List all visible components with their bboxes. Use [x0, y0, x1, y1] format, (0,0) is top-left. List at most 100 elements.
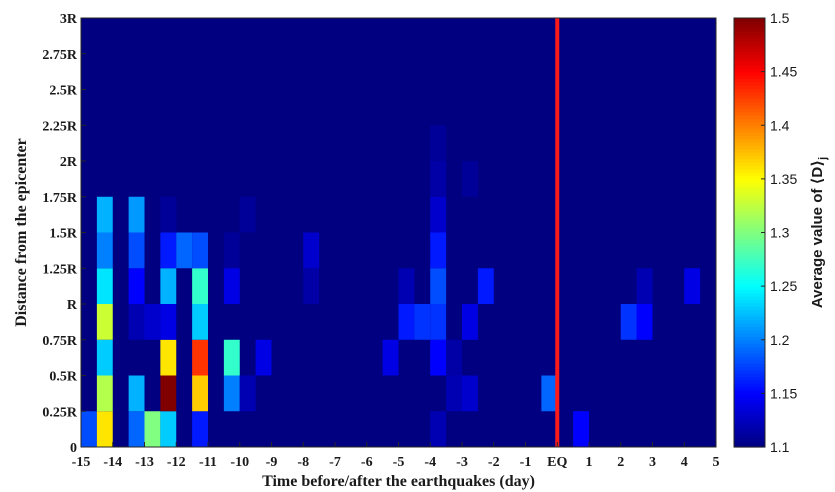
colorbar-step: [734, 98, 765, 103]
colorbar-tick-labels: 1.1 1.15 1.2 1.25 1.3 1.35 1.4 1.45 1.5: [770, 10, 797, 455]
colorbar-step: [734, 95, 765, 100]
colorbar-step: [734, 276, 765, 281]
colorbar-step: [734, 108, 765, 113]
heatmap-cell: [382, 339, 399, 376]
x-tick-label: -8: [297, 455, 309, 470]
colorbar-step: [734, 326, 765, 331]
heatmap-cell: [96, 196, 113, 233]
colorbar-step: [734, 369, 765, 374]
colorbar-step: [734, 61, 765, 66]
colorbar-step: [734, 262, 765, 267]
colorbar-step: [734, 272, 765, 277]
y-tick-labels: 0 0.25R 0.5R 0.75R R 1.25R 1.5R 1.75R 2R 2.25R 2.5…: [42, 12, 78, 456]
colorbar-step: [734, 242, 765, 247]
colorbar-step: [734, 329, 765, 334]
colorbar-step: [734, 121, 765, 126]
heatmap-cell: [160, 196, 177, 233]
colorbar-step: [734, 259, 765, 264]
heatmap-cell: [96, 339, 113, 376]
heatmap-cell: [573, 411, 589, 447]
colorbar-step: [734, 64, 765, 69]
colorbar-step: [734, 91, 765, 96]
x-tick-label: 2: [617, 455, 624, 470]
colorbar-step: [734, 286, 765, 291]
colorbar-step: [734, 115, 765, 120]
heatmap-cell: [128, 232, 145, 269]
colorbar-step: [734, 413, 765, 418]
x-tick-label: -6: [361, 455, 373, 470]
heatmap-cell: [430, 196, 447, 233]
colorbar-step: [734, 195, 765, 200]
colorbar-step: [734, 185, 765, 190]
colorbar-label-subscript: j: [817, 157, 829, 161]
colorbar-step: [734, 353, 765, 358]
colorbar-step: [734, 343, 765, 348]
y-tick-label: 0.75R: [42, 334, 78, 349]
x-tick-label: EQ: [547, 455, 567, 470]
colorbar-step: [734, 168, 765, 173]
x-tick-label: -11: [199, 455, 217, 470]
heatmap-cell: [414, 304, 431, 340]
heatmap-cell: [398, 304, 415, 340]
heatmap-cell: [192, 268, 208, 304]
y-tick-label: 2.5R: [49, 84, 78, 99]
heatmap-cell: [96, 304, 113, 340]
heatmap-cell: [255, 339, 272, 376]
y-tick-label: 3R: [60, 12, 78, 27]
heatmap-cell: [430, 304, 447, 340]
colorbar-step: [734, 336, 765, 341]
colorbar-step: [734, 443, 765, 448]
colorbar-tick-label: 1.4: [770, 117, 790, 133]
heatmap-cell: [446, 339, 462, 376]
colorbar-step: [734, 34, 765, 39]
colorbar-step: [734, 31, 765, 36]
x-tick-label: -3: [456, 455, 468, 470]
heatmap-cell: [223, 268, 240, 304]
heatmap-cell: [430, 125, 447, 161]
colorbar-step: [734, 78, 765, 83]
x-tick-label: -4: [424, 455, 436, 470]
colorbar-step: [734, 101, 765, 106]
heatmap-cell: [636, 268, 653, 304]
x-tick-label: 5: [713, 455, 720, 470]
heatmap-cell: [430, 411, 447, 447]
colorbar-step: [734, 71, 765, 76]
colorbar-step: [734, 406, 765, 411]
axes: [80, 17, 717, 448]
colorbar-step: [734, 202, 765, 207]
colorbar-step: [734, 118, 765, 123]
colorbar-step: [734, 135, 765, 140]
colorbar-tick-label: 1.35: [770, 171, 797, 187]
colorbar-step: [734, 333, 765, 337]
x-tick-label: 4: [681, 455, 688, 470]
colorbar-step: [734, 222, 765, 227]
heatmap-cell: [430, 339, 447, 376]
heatmap-cell: [223, 375, 240, 412]
colorbar-step: [734, 420, 765, 425]
colorbar-step: [734, 188, 765, 193]
y-axis-label: Distance from the epicenter: [13, 138, 30, 327]
colorbar-step: [734, 235, 765, 240]
colorbar-step: [734, 44, 765, 49]
colorbar-step: [734, 306, 765, 311]
colorbar-step: [734, 18, 765, 22]
colorbar-step: [734, 162, 765, 167]
x-tick-label: -10: [230, 455, 249, 470]
colorbar-step: [734, 349, 765, 354]
colorbar-tick-label: 1.1: [770, 439, 790, 455]
colorbar-step: [734, 128, 765, 133]
colorbar-step: [734, 38, 765, 43]
y-tick-label: 0: [70, 441, 77, 456]
x-tick-labels: -15 -14 -13 -12 -11 -10 -9 -8 -7 -6 -5 -4 -3 -2 -1 EQ 1 2…: [72, 455, 720, 470]
colorbar-step: [734, 212, 765, 217]
y-tick-label: 0.5R: [49, 370, 78, 385]
x-tick-label: -7: [329, 455, 341, 470]
heatmap-cells: [81, 18, 716, 447]
y-tick-label: 1.75R: [42, 191, 78, 206]
colorbar-step: [734, 282, 765, 287]
heatmap-cell: [96, 375, 113, 412]
heatmap-cell: [96, 268, 113, 304]
heatmap-cell: [96, 411, 113, 447]
colorbar-step: [734, 366, 765, 371]
colorbar-step: [734, 296, 765, 301]
